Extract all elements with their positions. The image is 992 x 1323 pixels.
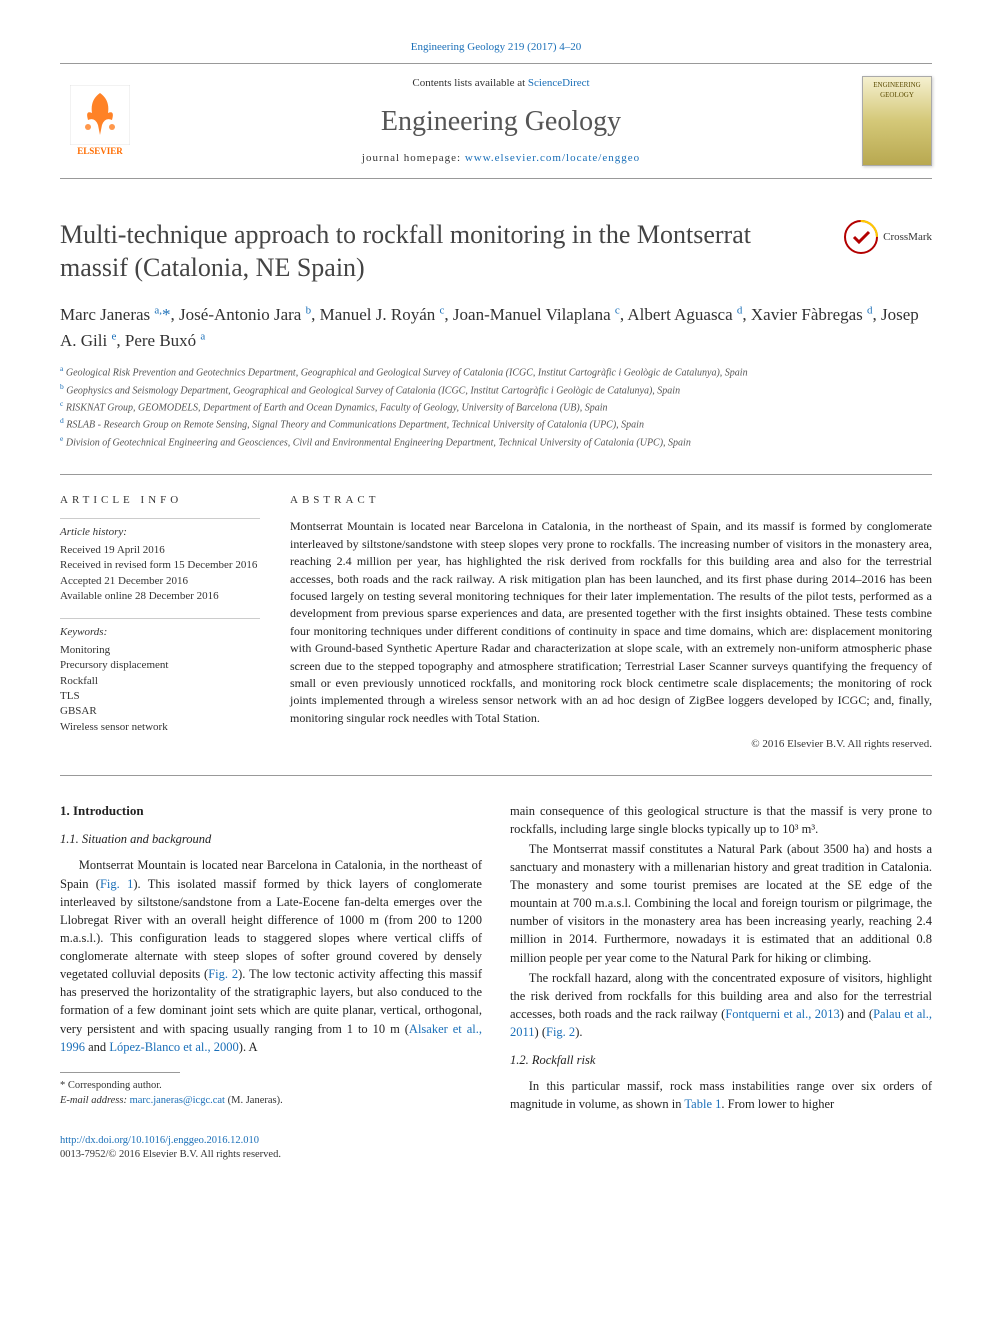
affiliation-line: c RISKNAT Group, GEOMODELS, Department o… — [60, 398, 932, 415]
doi-link[interactable]: http://dx.doi.org/10.1016/j.enggeo.2016.… — [60, 1135, 259, 1146]
article-history: Received 19 April 2016Received in revise… — [60, 543, 260, 605]
affiliation-line: e Division of Geotechnical Engineering a… — [60, 433, 932, 450]
homepage-line: journal homepage: www.elsevier.com/locat… — [140, 151, 862, 166]
contents-line: Contents lists available at ScienceDirec… — [140, 76, 862, 91]
keyword: Monitoring — [60, 643, 260, 658]
keywords-list: MonitoringPrecursory displacementRockfal… — [60, 643, 260, 735]
journal-citation[interactable]: Engineering Geology 219 (2017) 4–20 — [60, 40, 932, 55]
article-body: 1. Introduction 1.1. Situation and backg… — [60, 802, 932, 1114]
affiliation-line: a Geological Risk Prevention and Geotech… — [60, 363, 932, 380]
history-line: Accepted 21 December 2016 — [60, 574, 260, 589]
affiliation-list: a Geological Risk Prevention and Geotech… — [60, 363, 932, 450]
abstract-heading: ABSTRACT — [290, 493, 932, 508]
section-heading-introduction: 1. Introduction — [60, 802, 482, 821]
author-list: Marc Janeras a,*, José-Antonio Jara b, M… — [60, 302, 932, 353]
history-line: Available online 28 December 2016 — [60, 589, 260, 604]
crossmark-badge[interactable]: CrossMark — [843, 219, 932, 255]
affiliation-line: d RSLAB - Research Group on Remote Sensi… — [60, 415, 932, 432]
keyword: TLS — [60, 689, 260, 704]
citation-link[interactable]: Fontquerni et al., 2013 — [725, 1007, 839, 1021]
journal-cover-thumbnail: ENGINEERING GEOLOGY — [862, 76, 932, 166]
sciencedirect-link[interactable]: ScienceDirect — [528, 77, 590, 89]
figure-link[interactable]: Fig. 2 — [546, 1025, 575, 1039]
section-heading-situation: 1.1. Situation and background — [60, 830, 482, 848]
keyword: Rockfall — [60, 674, 260, 689]
journal-header: ELSEVIER Contents lists available at Sci… — [60, 63, 932, 179]
abstract-text: Montserrat Mountain is located near Barc… — [290, 518, 932, 727]
citation-link[interactable]: López-Blanco et al., 2000 — [109, 1040, 238, 1054]
affiliation-line: b Geophysics and Seismology Department, … — [60, 381, 932, 398]
journal-homepage-link[interactable]: www.elsevier.com/locate/enggeo — [465, 152, 640, 164]
journal-name: Engineering Geology — [140, 102, 862, 141]
history-line: Received 19 April 2016 — [60, 543, 260, 558]
elsevier-tree-icon — [70, 85, 130, 145]
section-heading-rockfall-risk: 1.2. Rockfall risk — [510, 1051, 932, 1069]
crossmark-icon — [843, 219, 879, 255]
author-email-link[interactable]: marc.janeras@icgc.cat — [130, 1095, 225, 1106]
footnote-rule — [60, 1072, 180, 1073]
keyword: Precursory displacement — [60, 658, 260, 673]
article-info-sidebar: ARTICLE INFO Article history: Received 1… — [60, 493, 290, 752]
table-link[interactable]: Table 1 — [684, 1097, 721, 1111]
page-footer: http://dx.doi.org/10.1016/j.enggeo.2016.… — [60, 1134, 932, 1163]
keyword: Wireless sensor network — [60, 720, 260, 735]
elsevier-logo: ELSEVIER — [60, 81, 140, 161]
article-title: Multi-technique approach to rockfall mon… — [60, 219, 800, 284]
issn-copyright: 0013-7952/© 2016 Elsevier B.V. All right… — [60, 1149, 281, 1160]
crossmark-label: CrossMark — [883, 230, 932, 245]
keywords-label: Keywords: — [60, 625, 260, 640]
figure-link[interactable]: Fig. 2 — [208, 967, 238, 981]
figure-link[interactable]: Fig. 1 — [100, 877, 133, 891]
keyword: GBSAR — [60, 704, 260, 719]
article-info-heading: ARTICLE INFO — [60, 493, 260, 508]
article-history-label: Article history: — [60, 525, 260, 540]
publisher-name: ELSEVIER — [77, 145, 123, 158]
corresponding-author-footnote: * Corresponding author. E-mail address: … — [60, 1079, 482, 1108]
copyright-line: © 2016 Elsevier B.V. All rights reserved… — [290, 737, 932, 752]
history-line: Received in revised form 15 December 201… — [60, 558, 260, 573]
